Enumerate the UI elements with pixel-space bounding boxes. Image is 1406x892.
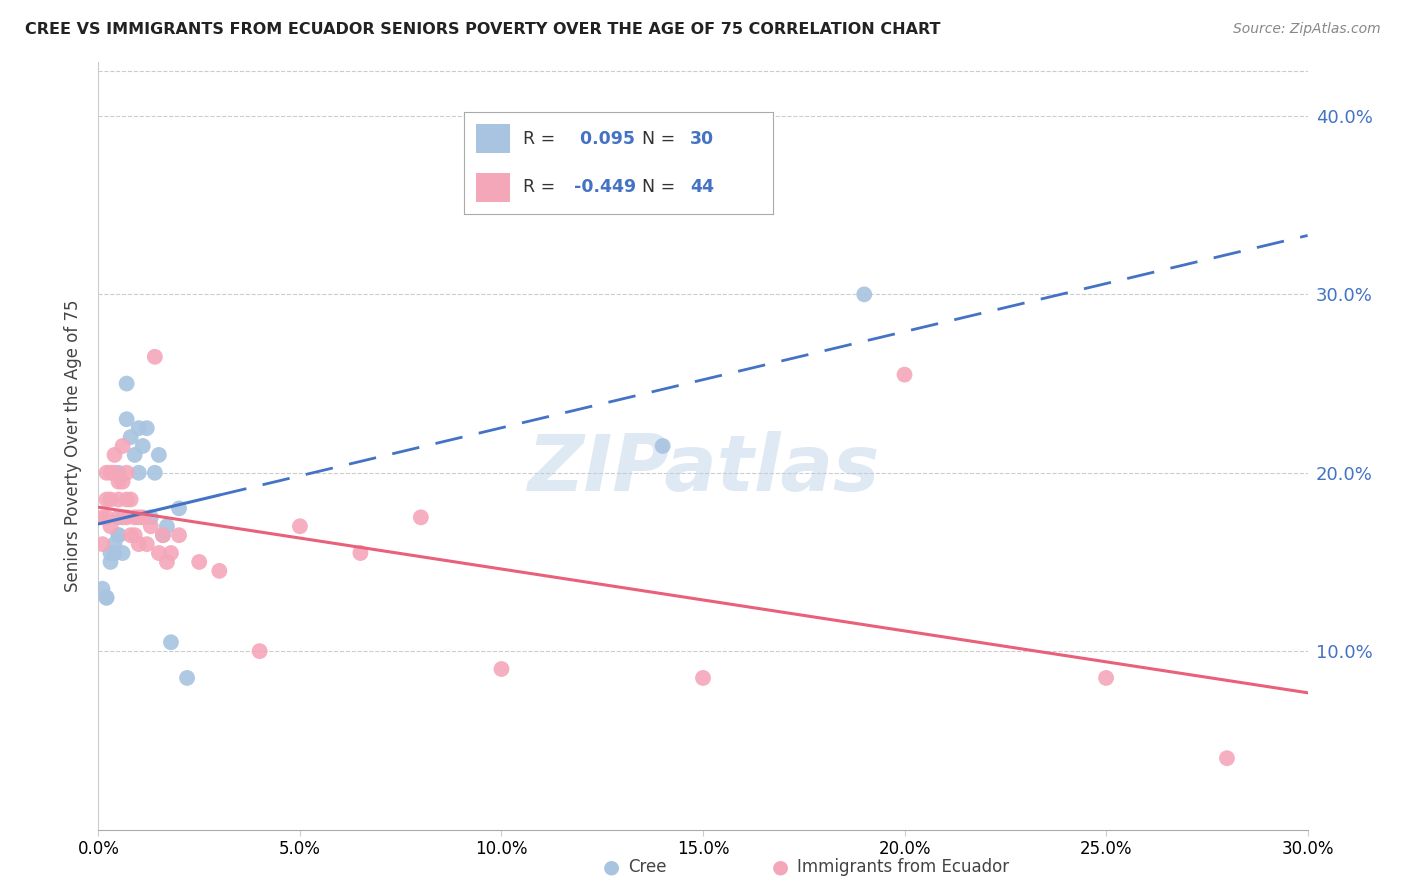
Point [156,555,179,569]
Text: N =: N = [631,178,681,196]
Point [188,555,211,569]
Point [91,582,114,596]
Point [107,466,129,480]
Point [156,519,179,533]
Point [409,510,432,524]
Point [100,519,122,533]
Point [651,439,673,453]
Point [160,635,183,649]
Point [1095,671,1118,685]
Point [100,466,122,480]
Text: ●: ● [603,857,620,877]
Point [96,591,118,605]
Point [96,492,118,507]
Point [288,519,311,533]
Point [115,412,138,426]
Point [128,537,150,551]
Point [160,546,183,560]
Point [115,510,138,524]
Y-axis label: Seniors Poverty Over the Age of 75: Seniors Poverty Over the Age of 75 [65,300,83,592]
Point [100,555,122,569]
Point [152,528,174,542]
Point [143,350,166,364]
Point [103,546,125,560]
Text: 30: 30 [690,129,714,148]
Point [853,287,876,301]
Point [107,528,129,542]
Point [132,439,155,453]
Point [107,528,129,542]
Point [135,421,157,435]
Point [491,662,513,676]
Point [91,537,114,551]
Point [100,492,122,507]
Point [115,492,138,507]
Point [96,466,118,480]
Point [124,528,146,542]
Point [176,671,198,685]
Point [143,466,166,480]
Text: 44: 44 [690,178,714,196]
Text: ●: ● [772,857,789,877]
Point [107,475,129,489]
Point [167,501,190,516]
Point [120,430,142,444]
Point [128,510,150,524]
Bar [477,173,510,202]
Text: -0.449: -0.449 [574,178,636,196]
Bar [477,124,510,153]
Text: N =: N = [631,129,681,148]
Point [208,564,231,578]
Text: CREE VS IMMIGRANTS FROM ECUADOR SENIORS POVERTY OVER THE AGE OF 75 CORRELATION C: CREE VS IMMIGRANTS FROM ECUADOR SENIORS … [25,22,941,37]
Point [103,466,125,480]
Point [249,644,271,658]
Point [135,537,157,551]
Point [103,537,125,551]
Point [128,466,150,480]
Text: ZIPatlas: ZIPatlas [527,431,879,507]
Point [115,376,138,391]
Text: R =: R = [523,178,561,196]
Text: Cree: Cree [628,858,666,876]
Text: R =: R = [523,129,561,148]
Point [167,528,190,542]
Point [96,591,118,605]
Point [124,448,146,462]
Point [152,528,174,542]
Point [124,510,146,524]
Point [100,546,122,560]
Point [107,510,129,524]
Text: 0.095: 0.095 [574,129,634,148]
Point [96,510,118,524]
Point [148,546,170,560]
Point [115,466,138,480]
Text: Source: ZipAtlas.com: Source: ZipAtlas.com [1233,22,1381,37]
Point [120,528,142,542]
Point [111,475,134,489]
Point [120,492,142,507]
Point [139,510,162,524]
Point [103,448,125,462]
Point [692,671,714,685]
Point [132,510,155,524]
Point [111,546,134,560]
Point [893,368,915,382]
Point [1216,751,1239,765]
Text: Immigrants from Ecuador: Immigrants from Ecuador [797,858,1010,876]
Point [139,519,162,533]
Point [128,421,150,435]
Point [349,546,371,560]
Point [111,510,134,524]
Point [107,492,129,507]
Point [148,448,170,462]
Point [91,510,114,524]
Point [111,439,134,453]
